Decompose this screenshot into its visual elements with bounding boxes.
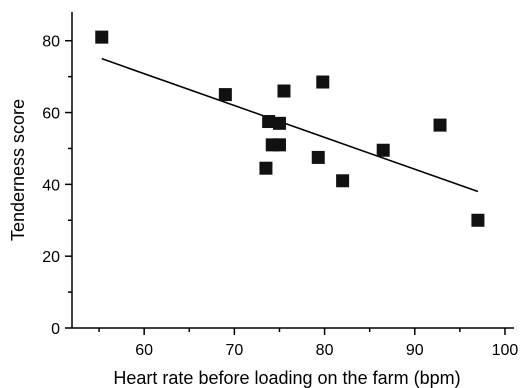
y-tick-label: 80	[42, 34, 60, 51]
data-point	[272, 138, 286, 152]
y-axis-label: Tenderness score	[8, 99, 28, 241]
y-tick-label: 60	[42, 106, 60, 123]
x-tick-label: 90	[406, 342, 424, 359]
data-point	[336, 174, 350, 188]
data-point	[311, 150, 325, 164]
data-point	[262, 115, 276, 129]
y-tick-label: 0	[51, 321, 60, 338]
data-point	[471, 213, 485, 227]
data-points	[95, 30, 485, 227]
data-point	[316, 75, 330, 89]
data-point	[272, 116, 286, 130]
data-point	[95, 30, 109, 44]
trendline-layer	[101, 57, 479, 193]
data-point	[259, 161, 273, 175]
x-tick-label: 60	[135, 342, 153, 359]
y-tick-label: 20	[42, 249, 60, 266]
x-axis-label: Heart rate before loading on the farm (b…	[113, 368, 460, 388]
data-point	[218, 88, 232, 102]
trend-line	[101, 57, 479, 193]
x-tick-label: 80	[316, 342, 334, 359]
ticks: 0 20 40 60 80 60 70 80 90 100	[42, 34, 518, 359]
data-point	[433, 118, 447, 132]
data-point	[376, 143, 390, 157]
x-tick-label: 70	[225, 342, 243, 359]
y-tick-label: 40	[42, 177, 60, 194]
axes	[71, 12, 514, 329]
data-point	[277, 84, 291, 98]
x-tick-label: 100	[492, 342, 519, 359]
